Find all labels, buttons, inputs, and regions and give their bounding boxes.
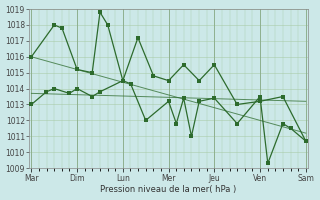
X-axis label: Pression niveau de la mer( hPa ): Pression niveau de la mer( hPa ) xyxy=(100,185,237,194)
